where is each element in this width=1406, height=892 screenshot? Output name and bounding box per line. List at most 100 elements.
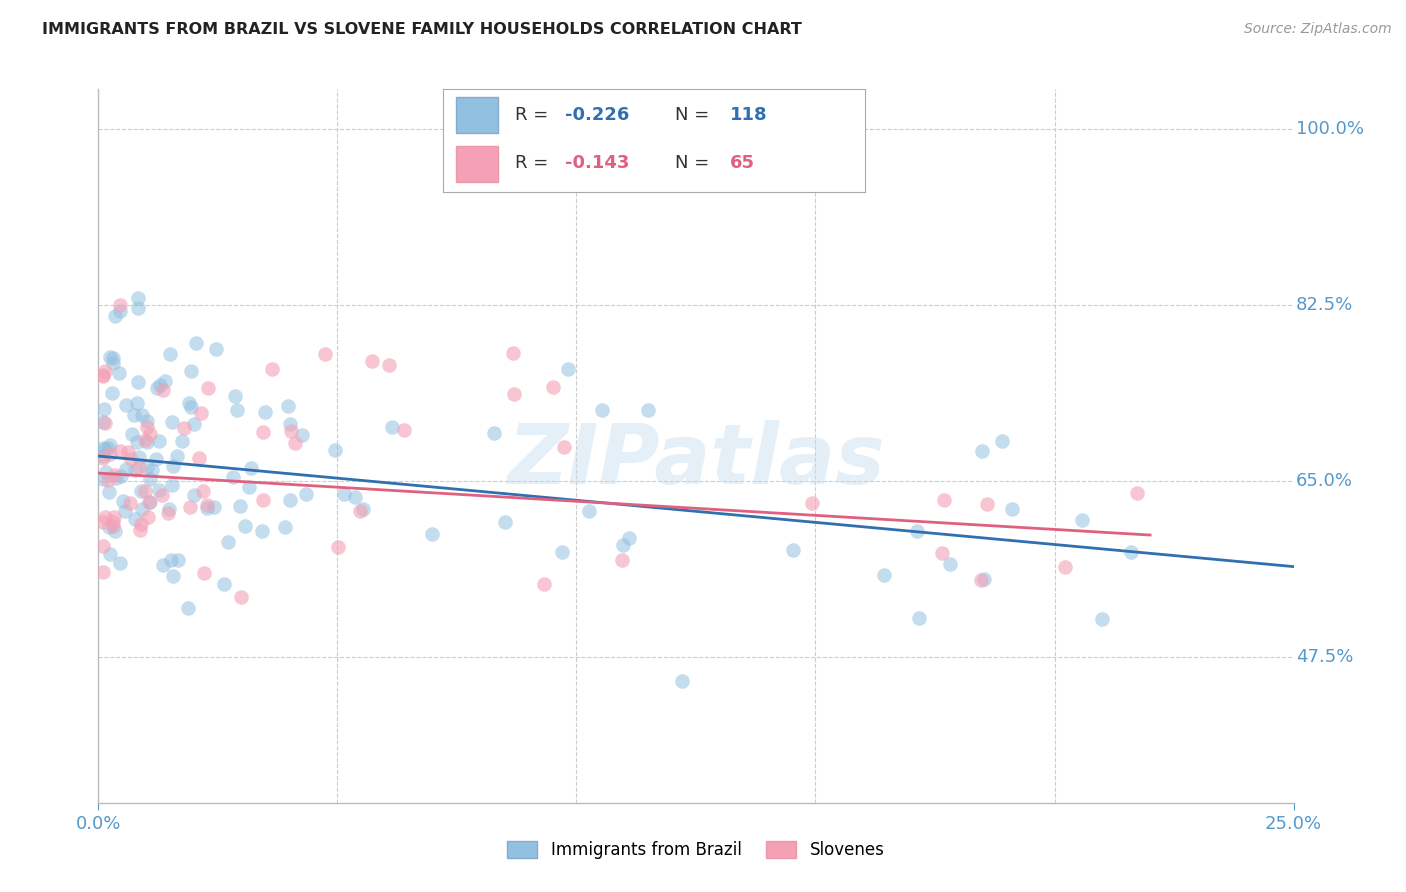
Point [134,484,156,499]
Point [252,492,274,507]
Point [295,486,318,500]
Point [970,443,993,458]
Point [872,568,894,582]
Point [533,577,555,591]
Point [103,515,125,529]
Point [494,516,516,530]
Point [91,449,114,463]
Point [939,557,962,571]
Point [180,364,202,378]
Point [195,500,218,515]
Point [131,409,153,423]
Point [314,347,336,361]
Point [550,545,572,559]
Point [94,364,117,378]
Point [146,381,169,395]
Point [160,478,183,492]
Point [139,495,162,509]
Point [91,441,114,455]
Point [166,553,188,567]
Point [284,435,307,450]
Point [800,496,823,510]
Point [131,502,153,516]
Text: Source: ZipAtlas.com: Source: ZipAtlas.com [1244,22,1392,37]
Point [93,401,115,416]
Point [141,462,163,476]
Point [98,520,121,534]
Point [502,345,524,359]
Point [578,504,600,518]
Point [976,497,998,511]
Point [328,541,350,555]
Point [226,402,249,417]
Point [254,405,277,419]
Point [252,524,274,538]
Point [91,368,114,382]
Legend: Immigrants from Brazil, Slovenes: Immigrants from Brazil, Slovenes [501,834,891,866]
Point [135,435,157,450]
Point [148,434,170,449]
Point [934,493,956,508]
Point [127,435,149,450]
Point [127,291,149,305]
Point [98,438,121,452]
Point [127,375,149,389]
Point [118,495,141,509]
Point [112,494,135,508]
Point [1070,513,1092,527]
FancyBboxPatch shape [456,97,498,133]
Point [136,460,159,475]
Text: -0.226: -0.226 [565,106,630,124]
Point [239,461,262,475]
Point [177,396,200,410]
Point [149,377,172,392]
Point [217,534,239,549]
Point [114,504,136,518]
Text: N =: N = [675,106,714,124]
Point [187,450,209,465]
Point [98,350,121,364]
Point [148,483,170,497]
Point [108,556,131,570]
Point [349,504,371,518]
Point [153,374,176,388]
Text: 65: 65 [730,153,755,171]
Point [990,434,1012,448]
Point [166,449,188,463]
Point [907,611,929,625]
Point [124,463,146,477]
Point [97,441,120,455]
Point [195,498,218,512]
Point [212,576,235,591]
Point [103,310,125,324]
Point [173,421,195,435]
Point [107,366,129,380]
Point [193,566,215,581]
Point [94,442,117,456]
Point [177,601,200,615]
Point [482,426,505,441]
Point [637,403,659,417]
Point [503,387,526,401]
Point [150,488,173,502]
Point [377,359,399,373]
Point [204,500,226,514]
Point [129,523,152,537]
Point [905,524,928,538]
Point [252,425,274,439]
Point [94,465,117,479]
Point [280,424,302,438]
Point [179,500,201,514]
Point [114,398,136,412]
Point [110,304,132,318]
Point [973,572,995,586]
Point [392,423,415,437]
Point [1125,485,1147,500]
Point [671,673,693,688]
Point [110,297,132,311]
Point [553,441,575,455]
Point [134,433,156,447]
Point [91,450,114,465]
Point [186,336,208,351]
Point [343,490,366,504]
